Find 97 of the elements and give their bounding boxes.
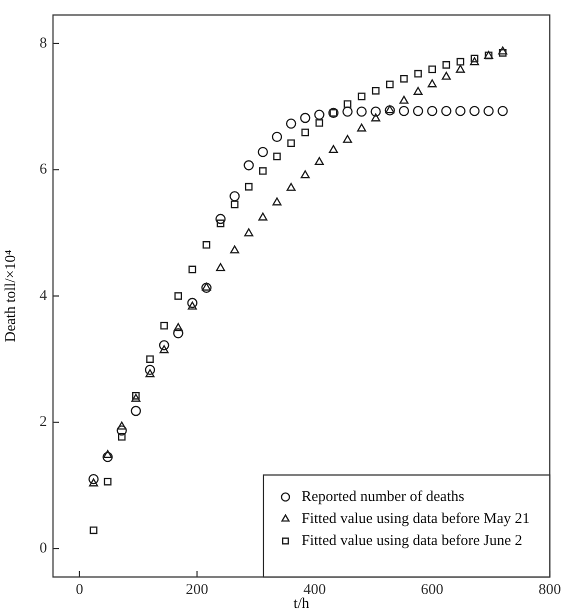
point [216, 220, 224, 228]
x-tick-label: 200 [186, 582, 208, 598]
point [258, 212, 268, 221]
point [272, 197, 282, 206]
point [358, 92, 366, 100]
point [144, 364, 156, 376]
point [372, 86, 380, 95]
point [342, 106, 353, 117]
point [315, 119, 324, 127]
point [483, 106, 494, 116]
point [414, 86, 423, 95]
point [188, 302, 197, 310]
point [356, 106, 367, 117]
point [244, 160, 254, 170]
point [456, 58, 464, 66]
point [456, 64, 465, 73]
point [442, 61, 450, 69]
point [160, 345, 169, 354]
point [90, 526, 98, 534]
point [399, 96, 409, 104]
x-tick-label: 400 [303, 582, 326, 598]
point [173, 328, 184, 338]
point [188, 266, 196, 274]
x-tick-label: 0 [76, 582, 84, 598]
point [146, 355, 154, 363]
point [498, 49, 507, 57]
x-tick-label: 600 [420, 582, 444, 598]
point [398, 106, 410, 116]
point [104, 478, 112, 486]
point [160, 322, 168, 330]
point [272, 132, 282, 142]
legend-label: Fitted value using data before May 21 [301, 510, 530, 527]
point [441, 106, 452, 116]
point [145, 369, 155, 378]
point [371, 113, 380, 122]
point [357, 124, 366, 132]
point [455, 106, 466, 116]
point [342, 134, 352, 143]
point [131, 394, 140, 402]
point [344, 100, 352, 108]
point [187, 298, 198, 308]
point [103, 450, 112, 458]
point [286, 182, 296, 191]
point [174, 292, 182, 300]
point [102, 452, 113, 462]
point [89, 478, 98, 486]
point [386, 80, 394, 88]
point [328, 144, 338, 154]
legend-label: Fitted value using data before June 2 [301, 532, 522, 549]
point [414, 70, 422, 78]
y-tick-label: 4 [40, 288, 48, 304]
y-tick-label: 2 [40, 414, 47, 430]
point [498, 46, 508, 55]
legend-label: Reported number of deaths [301, 488, 465, 505]
point [244, 182, 253, 191]
point [314, 156, 324, 166]
point [301, 128, 310, 136]
point [314, 110, 324, 120]
point [273, 152, 281, 160]
point [158, 340, 170, 350]
y-axis-title: Death toll/×10⁴ [2, 250, 19, 342]
y-tick-label: 0 [40, 540, 47, 557]
x-tick-label: 800 [538, 582, 561, 598]
point [412, 106, 424, 116]
point [287, 139, 295, 148]
point [215, 214, 226, 224]
point [230, 245, 240, 254]
point [427, 106, 438, 116]
y-tick-label: 8 [40, 35, 47, 52]
point [442, 72, 451, 80]
point [202, 241, 210, 249]
point [117, 422, 126, 430]
point [470, 57, 480, 66]
point [230, 191, 240, 202]
point [174, 323, 183, 332]
x-axis-title: t/h [293, 596, 310, 612]
point [130, 406, 142, 416]
y-tick-label: 6 [40, 162, 48, 178]
point [116, 425, 127, 436]
point [300, 112, 310, 124]
point [244, 228, 254, 236]
point [118, 432, 126, 441]
point [370, 106, 381, 117]
point [230, 200, 238, 208]
point [216, 263, 226, 272]
point [286, 118, 296, 129]
point [470, 54, 478, 62]
point [498, 106, 508, 116]
point [428, 79, 437, 88]
point [259, 167, 267, 175]
point [258, 146, 268, 158]
point [132, 392, 140, 400]
point [400, 74, 408, 83]
point [469, 106, 480, 116]
point [88, 474, 99, 484]
point [300, 170, 310, 178]
point [428, 65, 436, 74]
